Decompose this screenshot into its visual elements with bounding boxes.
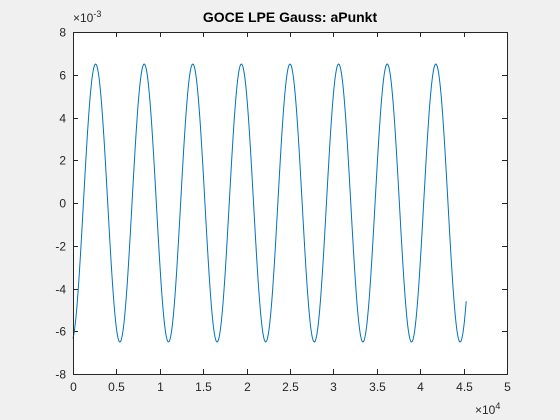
x-tick-label: 2 bbox=[244, 380, 251, 394]
x-tick-label: 1.5 bbox=[195, 380, 212, 394]
x-tick-label: 5 bbox=[504, 380, 511, 394]
plot-area bbox=[73, 32, 507, 374]
x-tick-label: 0.5 bbox=[108, 380, 125, 394]
x-axis-ticks: 0 0.5 1 1.5 2 2.5 3 3.5 4 4.5 5 bbox=[70, 32, 511, 394]
x-tick-label: 3.5 bbox=[369, 380, 386, 394]
x-tick-label: 3 bbox=[330, 380, 337, 394]
y-axis-ticks: -8 -6 -4 -2 0 2 4 6 8 bbox=[55, 26, 507, 382]
y-tick-label: -4 bbox=[55, 283, 66, 297]
x-tick-label: 4.5 bbox=[456, 380, 473, 394]
y-axis-exponent: ×10-3 bbox=[73, 9, 101, 25]
y-tick-label: 0 bbox=[59, 197, 66, 211]
y-tick-label: -2 bbox=[55, 240, 66, 254]
x-axis-exponent: ×104 bbox=[475, 401, 500, 417]
x-tick-label: 4 bbox=[417, 380, 424, 394]
y-tick-label: 6 bbox=[59, 69, 66, 83]
y-tick-label: 2 bbox=[59, 154, 66, 168]
y-tick-label: -6 bbox=[55, 325, 66, 339]
y-tick-label: 4 bbox=[59, 112, 66, 126]
chart-title: GOCE LPE Gauss: aPunkt bbox=[203, 9, 378, 25]
axes-box bbox=[73, 32, 508, 375]
x-tick-label: 0 bbox=[70, 380, 77, 394]
series-line bbox=[72, 63, 467, 343]
y-tick-label: 8 bbox=[59, 26, 66, 40]
y-tick-label: -8 bbox=[55, 368, 66, 382]
x-tick-label: 1 bbox=[157, 380, 164, 394]
x-tick-label: 2.5 bbox=[282, 380, 299, 394]
